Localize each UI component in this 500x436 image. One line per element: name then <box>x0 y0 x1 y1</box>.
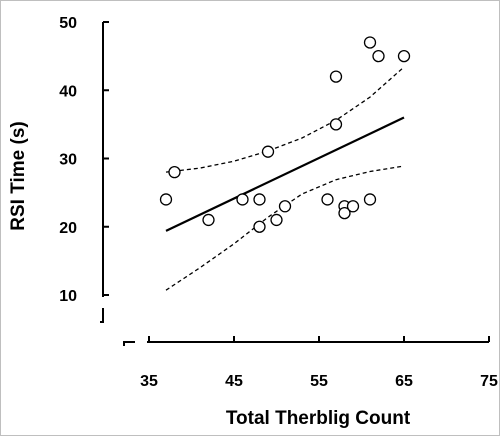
data-point-14 <box>346 200 360 213</box>
data-point-8 <box>278 200 292 213</box>
data-point-6 <box>261 145 275 158</box>
data-point-5 <box>253 220 266 233</box>
data-point-13 <box>338 206 351 220</box>
x-axis-break <box>123 341 135 346</box>
x-tick-label-35: 35 <box>140 373 158 390</box>
x-tick-label-45: 45 <box>225 373 243 390</box>
data-point-1 <box>168 165 181 179</box>
data-point-10 <box>329 118 343 131</box>
y-tick-label-10: 10 <box>59 288 77 305</box>
y-axis-break <box>100 308 104 323</box>
data-point-7 <box>270 213 283 227</box>
data-point-18 <box>397 49 411 63</box>
y-tick-label-30: 30 <box>59 152 77 169</box>
y-tick-label-20: 20 <box>59 220 77 237</box>
y-tick-label-50: 50 <box>59 15 77 32</box>
x-tick-label-55: 55 <box>310 373 328 390</box>
confidence-lower-line <box>165 165 405 291</box>
data-point-11 <box>329 70 343 83</box>
confidence-bands <box>165 66 405 291</box>
confidence-upper-line <box>165 66 405 173</box>
data-point-2 <box>202 213 215 227</box>
regression-line <box>165 116 405 232</box>
data-points <box>159 36 411 233</box>
data-point-3 <box>236 193 249 206</box>
data-point-9 <box>321 193 334 206</box>
x-axis-title: Total Therblig Count <box>226 408 411 429</box>
x-tick-label-75: 75 <box>480 373 498 390</box>
data-point-17 <box>372 49 385 63</box>
data-point-15 <box>363 193 377 206</box>
y-tick-label-40: 40 <box>59 83 77 100</box>
axes <box>100 21 490 346</box>
tick-labels: 10 20 30 40 50 35 45 55 65 75 <box>59 15 498 390</box>
data-point-4 <box>253 193 266 206</box>
y-axis-title: RSI Time (s) <box>8 121 29 230</box>
data-point-0 <box>159 193 173 206</box>
x-tick-label-65: 65 <box>395 373 413 390</box>
data-point-16 <box>363 36 377 49</box>
fit-line-group <box>165 116 405 232</box>
